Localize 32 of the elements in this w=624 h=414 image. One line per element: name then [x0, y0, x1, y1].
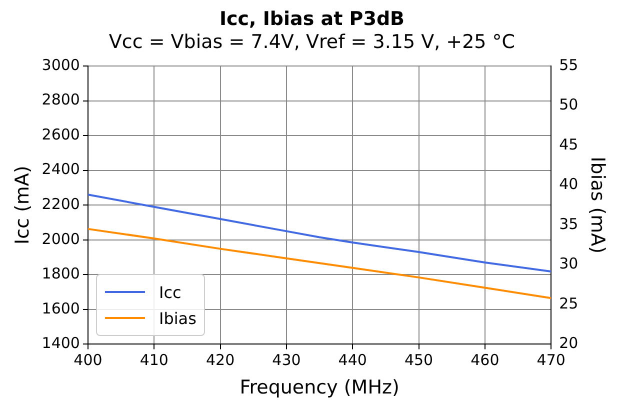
y-tick-label: 2200 — [42, 194, 80, 213]
x-tick-label: 470 — [536, 351, 566, 370]
y-axis-title: Icc (mA) — [11, 166, 34, 245]
y2-tick-label: 45 — [559, 135, 578, 154]
legend-label: Ibias — [158, 308, 196, 328]
chart-title: Icc, Ibias at P3dB — [218, 8, 406, 30]
x-tick-label: 420 — [206, 351, 235, 370]
x-tick-label: 400 — [74, 351, 102, 370]
y-tick-label: 3000 — [42, 56, 80, 74]
y-tick-label: 2600 — [42, 125, 80, 144]
legend-label: Icc — [158, 282, 182, 302]
y2-tick-label: 20 — [559, 334, 578, 352]
y2-tick-label: 55 — [559, 56, 578, 74]
x-tick-label: 440 — [338, 351, 367, 370]
x-axis-title: Frequency (MHz) — [240, 376, 400, 399]
y2-tick-label: 25 — [559, 294, 578, 312]
y-tick-label: 2000 — [42, 230, 80, 248]
x-tick-label: 430 — [272, 351, 301, 370]
y-tick-label: 1800 — [42, 264, 80, 283]
x-tick-label: 450 — [404, 351, 434, 370]
x-tick-label: 460 — [470, 351, 500, 370]
y2-tick-label: 40 — [559, 175, 578, 194]
y-tick-label: 2800 — [42, 90, 80, 109]
chart-subtitle: Vcc = Vbias = 7.4V, Vref = 3.15 V, +25 °C — [108, 30, 516, 54]
y-tick-label: 1600 — [42, 299, 80, 318]
y2-tick-label: 30 — [559, 254, 578, 273]
y2-axis-title: Ibias (mA) — [586, 156, 609, 254]
x-tick-label: 410 — [140, 351, 168, 370]
y2-tick-label: 50 — [559, 96, 578, 114]
y-tick-label: 1400 — [42, 334, 80, 352]
y2-tick-label: 35 — [559, 214, 578, 233]
y-tick-label: 2400 — [42, 160, 80, 178]
